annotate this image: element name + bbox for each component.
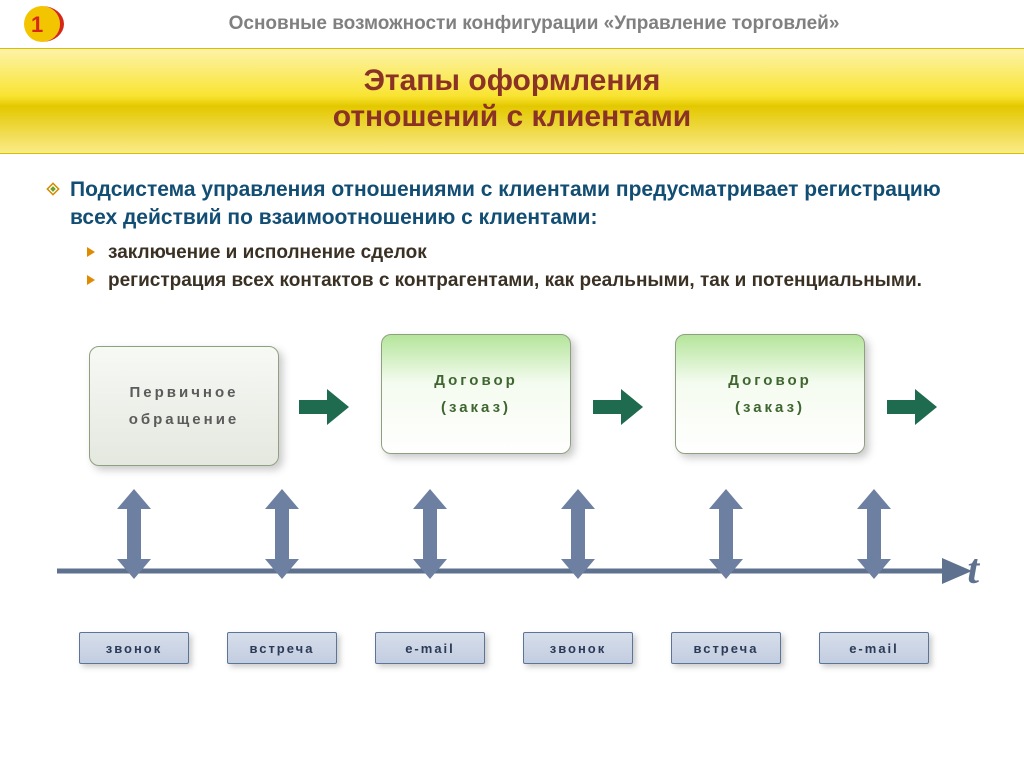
flow-arrow-icon	[887, 389, 937, 425]
header-subtitle: Основные возможности конфигурации «Управ…	[64, 13, 1004, 35]
bidirectional-arrow-icon	[265, 489, 299, 579]
content-area: Подсистема управления отношениями с клие…	[0, 154, 1024, 704]
title-band: Этапы оформления отношений с клиентами	[0, 48, 1024, 154]
page-title-line2: отношений с клиентами	[0, 99, 1024, 135]
contact-box-0: звонок	[79, 632, 189, 664]
process-diagram: t ПервичноеобращениеДоговор(заказ)Догово…	[47, 334, 977, 704]
sub-bullet-1: заключение и исполнение сделок	[86, 241, 978, 266]
time-axis-label: t	[967, 546, 979, 594]
timeline-axis	[57, 556, 972, 586]
sub-bullet-2: регистрация всех контактов с контрагента…	[86, 269, 978, 294]
flow-arrow-icon	[593, 389, 643, 425]
page-title-line1: Этапы оформления	[0, 63, 1024, 99]
stage-label-line2: (заказ)	[441, 399, 511, 416]
stage-label-line1: Договор	[728, 372, 812, 389]
stage-label-line1: Договор	[434, 372, 518, 389]
contact-box-5: e-mail	[819, 632, 929, 664]
sub-text-1: заключение и исполнение сделок	[108, 241, 427, 266]
svg-text:C: C	[41, 12, 57, 37]
contact-box-4: встреча	[671, 632, 781, 664]
arrow-bullet-icon	[86, 274, 98, 286]
logo-1c: 1 C	[20, 2, 64, 46]
intro-text: Подсистема управления отношениями с клие…	[70, 176, 978, 233]
bidirectional-arrow-icon	[413, 489, 447, 579]
bidirectional-arrow-icon	[117, 489, 151, 579]
stage-label-line2: обращение	[129, 411, 240, 428]
stage-label-line1: Первичное	[129, 384, 238, 401]
stage-label-line2: (заказ)	[735, 399, 805, 416]
bidirectional-arrow-icon	[709, 489, 743, 579]
flow-arrow-icon	[299, 389, 349, 425]
sub-bullet-list: заключение и исполнение сделок регистрац…	[86, 241, 978, 294]
bidirectional-arrow-icon	[857, 489, 891, 579]
stage-box-1: Договор (заказ)	[381, 334, 571, 454]
intro-bullet: Подсистема управления отношениями с клие…	[46, 176, 978, 233]
contact-box-2: e-mail	[375, 632, 485, 664]
stage-box-0: Первичное обращение	[89, 346, 279, 466]
contact-box-1: встреча	[227, 632, 337, 664]
contact-box-3: звонок	[523, 632, 633, 664]
sub-text-2: регистрация всех контактов с контрагента…	[108, 269, 922, 294]
diamond-bullet-icon	[46, 182, 60, 196]
arrow-bullet-icon	[86, 246, 98, 258]
bidirectional-arrow-icon	[561, 489, 595, 579]
stage-box-2: Договор (заказ)	[675, 334, 865, 454]
header-bar: 1 C Основные возможности конфигурации «У…	[0, 0, 1024, 48]
